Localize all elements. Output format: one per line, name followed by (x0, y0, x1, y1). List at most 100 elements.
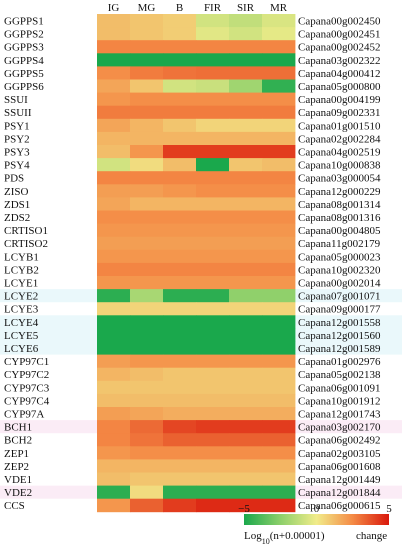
heatmap-cell (196, 485, 230, 500)
heatmap-cell (163, 131, 197, 146)
heatmap-cell (97, 40, 131, 54)
heatmap-cell (229, 380, 263, 395)
heatmap-cell (196, 27, 230, 41)
heatmap-cell (163, 367, 197, 382)
heatmap-cell (130, 210, 164, 224)
legend-change-label: change (356, 530, 387, 542)
gene-label: ZDS1 (4, 199, 30, 211)
gene-id-label: Capana06g001608 (298, 461, 381, 473)
gene-id-label: Capana07g001071 (298, 291, 380, 303)
heatmap-cell (163, 380, 197, 395)
heatmap-cell (196, 420, 230, 434)
heatmap-cell (196, 40, 230, 54)
heatmap-cell (97, 118, 131, 133)
heatmap-cell (130, 302, 164, 316)
heatmap-cell (229, 498, 263, 513)
heatmap-cell (97, 197, 131, 211)
heatmap-cell (130, 407, 164, 421)
heatmap-cell (229, 14, 263, 28)
gene-label: GGPPS5 (4, 68, 44, 80)
heatmap-cell (163, 210, 197, 224)
heatmap-cell (130, 92, 164, 107)
heatmap-cell (262, 118, 296, 133)
heatmap-cell (196, 341, 230, 355)
heatmap-cell (262, 53, 296, 67)
heatmap-cell (130, 171, 164, 185)
heatmap-cell (229, 131, 263, 146)
heatmap-cell (163, 446, 197, 460)
heatmap-cell (97, 459, 131, 473)
gene-label: CYP97A (4, 409, 44, 421)
gene-id-label: Capana00g002452 (298, 42, 380, 54)
gene-id-label: Capana09g002331 (298, 107, 380, 119)
heatmap-cell (163, 158, 197, 172)
heatmap-cell (262, 223, 296, 238)
heatmap-cell (130, 105, 164, 120)
heatmap-cell (163, 145, 197, 159)
heatmap-cell (163, 354, 197, 369)
heatmap-cell (163, 433, 197, 447)
heatmap-cell (229, 485, 263, 500)
heatmap-cell (196, 498, 230, 513)
heatmap-cell (130, 145, 164, 159)
gene-id-label: Capana12g000229 (298, 186, 381, 198)
gene-label: VDE2 (4, 487, 32, 499)
heatmap-cell (163, 485, 197, 500)
gene-label: BCH2 (4, 435, 32, 447)
heatmap-cell (97, 380, 131, 395)
heatmap-cell (97, 485, 131, 500)
gene-id-label: Capana05g002138 (298, 369, 381, 381)
heatmap-cell (229, 420, 263, 434)
heatmap-cell (163, 27, 197, 41)
gene-label: GGPPS6 (4, 81, 44, 93)
heatmap-cell (229, 302, 263, 316)
heatmap-cell (229, 92, 263, 107)
heatmap-cell (196, 236, 230, 251)
gene-id-label: Capana00g004805 (298, 225, 381, 237)
heatmap-cell (97, 289, 131, 303)
gene-label: ZEP1 (4, 448, 29, 460)
heatmap-cell (262, 92, 296, 107)
gene-id-label: Capana12g001743 (298, 409, 381, 421)
heatmap-cell (229, 223, 263, 238)
heatmap-cell (163, 420, 197, 434)
heatmap-cell (229, 184, 263, 198)
heatmap-cell (130, 40, 164, 54)
heatmap-cell (229, 289, 263, 303)
heatmap-cell (229, 433, 263, 447)
gene-label: CYP97C1 (4, 356, 49, 368)
heatmap-cell (163, 328, 197, 342)
gene-id-label: Capana05g000800 (298, 81, 381, 93)
heatmap-cell (163, 197, 197, 211)
heatmap-cell (262, 485, 296, 500)
gene-label: ZDS2 (4, 212, 30, 224)
heatmap-cell (130, 223, 164, 238)
heatmap-cell (262, 145, 296, 159)
gene-label: LCYE1 (4, 278, 38, 290)
heatmap-cell (130, 498, 164, 513)
heatmap-cell (229, 407, 263, 421)
heatmap-cell (130, 131, 164, 146)
heatmap-cell (229, 276, 263, 290)
gene-label: CYP97C4 (4, 395, 50, 407)
legend-tick-label: 0 (314, 503, 320, 515)
column-label: SIR (237, 2, 255, 14)
heatmap-cell (196, 328, 230, 342)
heatmap-cell (97, 53, 131, 67)
column-label: MR (270, 2, 288, 14)
heatmap-cell (196, 302, 230, 316)
heatmap-cell (262, 341, 296, 355)
heatmap-cell (229, 315, 263, 329)
heatmap-cell (97, 105, 131, 120)
heatmap-cell (262, 14, 296, 28)
heatmap-cell (196, 171, 230, 185)
heatmap-cell (196, 393, 230, 408)
gene-id-label: Capana12g001560 (298, 330, 381, 342)
heatmap-cell (97, 184, 131, 198)
heatmap-cell (229, 446, 263, 460)
heatmap-cell (262, 276, 296, 290)
heatmap-cell (130, 315, 164, 329)
gene-id-label: Capana08g001316 (298, 212, 381, 224)
heatmap-cell (130, 289, 164, 303)
